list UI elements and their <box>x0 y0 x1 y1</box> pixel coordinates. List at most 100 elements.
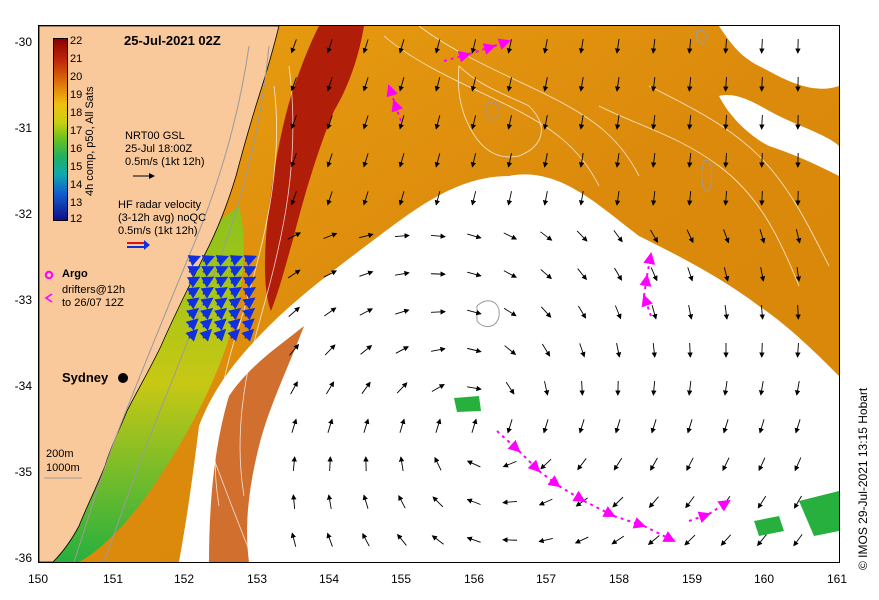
current-vector <box>434 77 441 92</box>
hf-radar-vector <box>229 255 243 267</box>
cloud-mask <box>719 95 839 176</box>
current-vector <box>542 115 549 130</box>
colorbar-caption: 4h comp, p50, All Sats <box>84 86 96 196</box>
current-vector <box>793 495 802 509</box>
drifter-legend-line: drifters@12h <box>62 284 126 296</box>
current-vector <box>431 346 446 353</box>
current-vector <box>362 77 369 92</box>
current-vector <box>795 267 802 282</box>
drifter-segment <box>493 38 511 50</box>
current-vector <box>578 115 585 130</box>
current-vector <box>434 115 441 130</box>
current-vector <box>430 309 446 315</box>
current-vector <box>290 153 297 168</box>
current-vector <box>759 114 765 130</box>
current-vector <box>287 232 302 240</box>
current-vector <box>542 191 549 206</box>
hf-radar-vector <box>187 255 201 267</box>
current-vector <box>395 346 409 354</box>
current-vector <box>723 305 730 320</box>
current-vector <box>326 153 333 168</box>
current-vector <box>578 191 585 206</box>
current-vector <box>326 115 333 130</box>
current-vector <box>359 308 374 316</box>
current-vector <box>398 77 405 92</box>
current-vector <box>687 267 694 282</box>
current-vector <box>722 419 729 434</box>
hf-radar-vector <box>214 287 228 299</box>
current-vector <box>326 494 333 509</box>
hf-radar-vector <box>201 266 215 277</box>
current-vector <box>466 460 481 468</box>
drifter-segment <box>558 485 586 503</box>
current-vector <box>795 304 801 320</box>
current-vector <box>471 418 478 433</box>
current-vector <box>505 381 515 395</box>
current-vector <box>685 496 695 509</box>
hf-radar-vector <box>200 297 214 310</box>
colorbar-tick: 12 <box>70 213 83 225</box>
current-vector <box>613 230 623 243</box>
warm-eac-core <box>264 26 364 311</box>
city-label-sydney: Sydney <box>62 370 109 385</box>
hf-radar-vector <box>243 255 257 267</box>
current-vector <box>467 309 482 316</box>
current-vector <box>759 152 765 168</box>
current-vector <box>614 419 621 434</box>
hf-radar-vector <box>199 318 213 331</box>
current-vector <box>757 534 767 547</box>
hf-radar-vector <box>243 266 257 277</box>
hf-radar-vector <box>229 266 243 277</box>
hf-radar-vector <box>213 318 227 331</box>
current-vector <box>651 342 657 358</box>
current-vector <box>434 153 441 168</box>
current-vector <box>684 534 696 546</box>
current-vector <box>398 456 405 471</box>
current-vector <box>614 305 622 320</box>
current-vector <box>323 232 338 239</box>
gsl-legend-line: 0.5m/s (1kt 12h) <box>125 156 205 168</box>
current-vector <box>758 457 766 472</box>
current-vector <box>614 39 621 54</box>
colorbar-tick: 21 <box>70 53 83 65</box>
current-vector <box>540 306 552 318</box>
current-vector <box>431 535 444 545</box>
land-australia <box>39 26 280 562</box>
current-vector <box>466 498 481 505</box>
colorbar-tick: 22 <box>70 35 83 47</box>
current-vector <box>759 38 765 54</box>
current-vector <box>326 532 333 547</box>
drifter-segment <box>443 50 471 63</box>
current-vector <box>470 153 477 168</box>
current-vector <box>543 381 550 396</box>
current-vector <box>795 229 802 244</box>
hf-radar-vector <box>185 318 199 331</box>
current-vector <box>687 152 693 168</box>
current-vector <box>577 268 587 281</box>
current-vector <box>579 380 585 396</box>
drifter-icon <box>44 293 53 303</box>
current-vector <box>290 39 297 54</box>
y-tick-label: -31 <box>14 121 32 135</box>
gsl-legend-line: 25-Jul 18:00Z <box>125 143 193 155</box>
current-vector <box>723 76 729 92</box>
current-vector <box>325 381 335 395</box>
x-tick-label: 159 <box>681 572 703 586</box>
hf-radar-vector <box>214 276 229 288</box>
hf-radar-vector <box>215 266 229 277</box>
current-vector <box>759 304 765 320</box>
current-vector <box>362 191 369 206</box>
current-vector <box>648 496 659 508</box>
current-vector <box>540 458 552 470</box>
current-vector <box>466 536 481 543</box>
current-vector <box>611 535 625 545</box>
colorbar-tick: 20 <box>70 71 83 83</box>
current-vector <box>506 77 513 92</box>
current-vector <box>795 342 801 358</box>
current-vector <box>794 457 802 472</box>
hf-radar-vector <box>200 307 214 321</box>
current-vector <box>503 307 517 317</box>
colorbar-tick: 16 <box>70 143 83 155</box>
hf-legend-line: 0.5m/s (1kt 12h) <box>118 225 198 237</box>
current-vector <box>324 307 337 317</box>
